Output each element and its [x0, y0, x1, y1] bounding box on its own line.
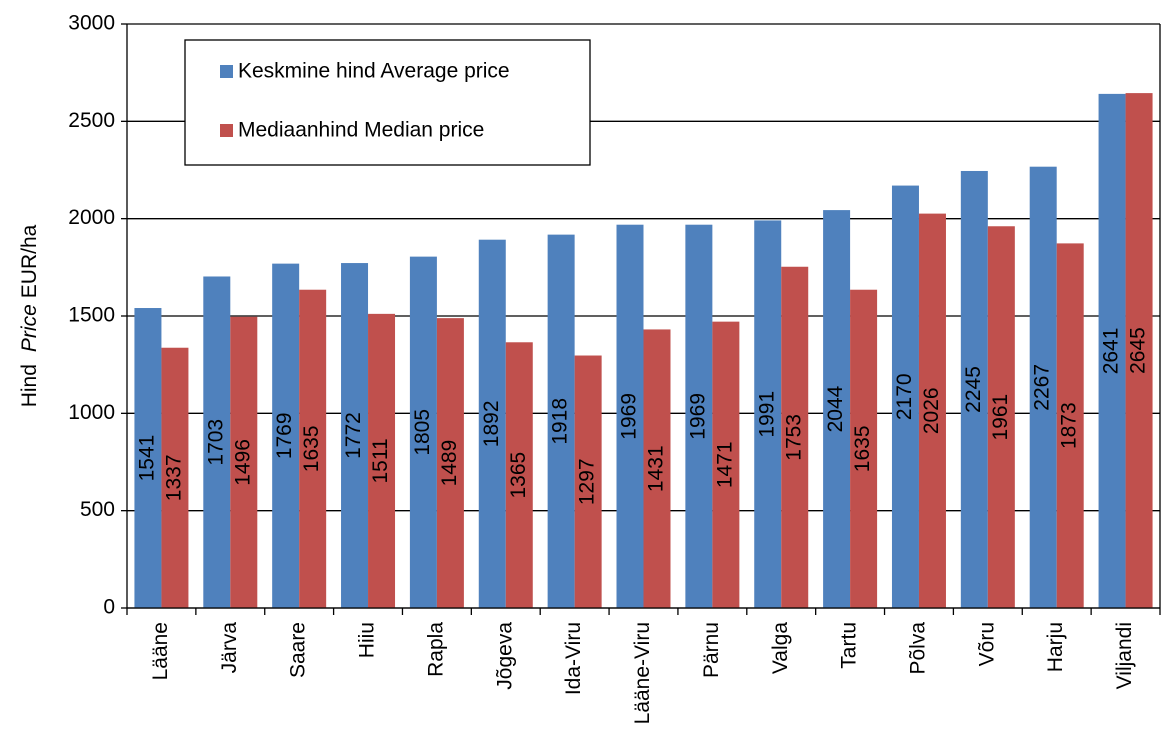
data-label: 2645 — [1127, 327, 1150, 374]
legend-label: Keskmine hind Average price — [238, 60, 510, 83]
bar — [547, 234, 575, 608]
x-tick-label: Saare — [287, 622, 310, 678]
data-label: 1961 — [989, 394, 1012, 441]
x-tick-label: Lääne — [149, 622, 172, 680]
x-tick-label: Rapla — [424, 622, 447, 677]
data-label: 2641 — [1100, 328, 1123, 375]
bar — [574, 355, 602, 608]
bar — [368, 313, 396, 608]
bar — [134, 308, 162, 608]
x-tick-label: Valga — [769, 622, 792, 674]
data-label: 1496 — [231, 439, 254, 486]
data-label: 1541 — [135, 435, 158, 482]
bar — [643, 329, 671, 608]
legend-label: Mediaanhind Median price — [238, 119, 484, 142]
bar — [781, 266, 809, 608]
data-label: 1769 — [273, 412, 296, 459]
data-label: 1753 — [782, 414, 805, 461]
data-label: 1431 — [645, 445, 668, 492]
x-tick-label: Hiiu — [356, 622, 379, 658]
x-tick-label: Jõgeva — [493, 622, 516, 690]
x-tick-label: Harju — [1044, 622, 1067, 672]
bar — [1056, 243, 1084, 608]
y-axis-label: Hind Price EUR/ha — [18, 224, 41, 407]
bar — [891, 185, 919, 608]
y-label-part: Price — [18, 304, 41, 352]
data-label: 1703 — [204, 419, 227, 466]
x-tick-label: Tartu — [838, 622, 861, 669]
y-tick-label: 0 — [103, 596, 115, 619]
y-label-part: EUR/ha — [18, 224, 41, 298]
data-label: 1489 — [438, 440, 461, 487]
x-tick-label: Võru — [975, 622, 998, 666]
x-tick-label: Viljandi — [1113, 622, 1136, 689]
y-tick-label: 2500 — [68, 109, 115, 132]
y-tick-label: 1000 — [68, 401, 115, 424]
data-label: 1511 — [369, 438, 392, 483]
data-label: 1337 — [162, 455, 185, 502]
bar — [230, 316, 258, 608]
bar — [203, 276, 231, 608]
data-label: 1635 — [851, 426, 874, 473]
data-label: 1969 — [618, 393, 641, 440]
x-tick-label: Lääne-Viru — [631, 622, 654, 724]
bar — [409, 256, 437, 608]
bar — [960, 170, 988, 608]
bar — [918, 213, 946, 608]
data-label: 2170 — [893, 373, 916, 420]
bar — [685, 224, 713, 608]
bar — [505, 342, 533, 608]
bar — [850, 289, 878, 608]
bar — [1125, 93, 1153, 608]
x-tick-label: Põlva — [907, 622, 930, 675]
legend-box — [184, 39, 591, 166]
x-tick-label: Pärnu — [700, 622, 723, 678]
data-label: 1873 — [1058, 402, 1081, 449]
y-tick-label: 500 — [80, 498, 115, 521]
data-label: 2245 — [962, 366, 985, 413]
bar — [987, 226, 1015, 608]
bar — [436, 318, 464, 608]
y-tick-label: 1500 — [68, 304, 115, 327]
data-label: 2267 — [1031, 364, 1054, 411]
y-tick-label: 3000 — [68, 12, 115, 35]
data-label: 1805 — [411, 409, 434, 456]
data-label: 1918 — [549, 398, 572, 445]
bar — [478, 239, 506, 608]
legend-swatch — [220, 124, 233, 137]
y-tick-label: 2000 — [68, 206, 115, 229]
data-label: 1772 — [342, 412, 365, 459]
bar — [299, 289, 327, 608]
bar — [1098, 93, 1126, 609]
data-label: 1471 — [713, 441, 736, 488]
bar — [616, 224, 644, 608]
bar — [1029, 166, 1057, 608]
y-label-part: Hind — [18, 364, 41, 407]
bar — [754, 220, 782, 608]
data-label: 1297 — [576, 458, 599, 505]
data-label: 1969 — [686, 393, 709, 440]
bar — [272, 263, 300, 608]
legend-swatch — [220, 65, 233, 78]
bar — [341, 263, 369, 608]
data-label: 1365 — [507, 452, 530, 499]
data-label: 2026 — [920, 387, 943, 434]
data-label: 1991 — [755, 391, 778, 438]
data-label: 1635 — [300, 426, 323, 473]
data-label: 1892 — [480, 400, 503, 447]
bar — [712, 321, 740, 608]
x-tick-label: Järva — [218, 622, 241, 674]
data-label: 2044 — [824, 385, 847, 432]
bar — [161, 347, 189, 608]
x-tick-label: Ida-Viru — [562, 622, 585, 695]
bar — [823, 210, 851, 609]
